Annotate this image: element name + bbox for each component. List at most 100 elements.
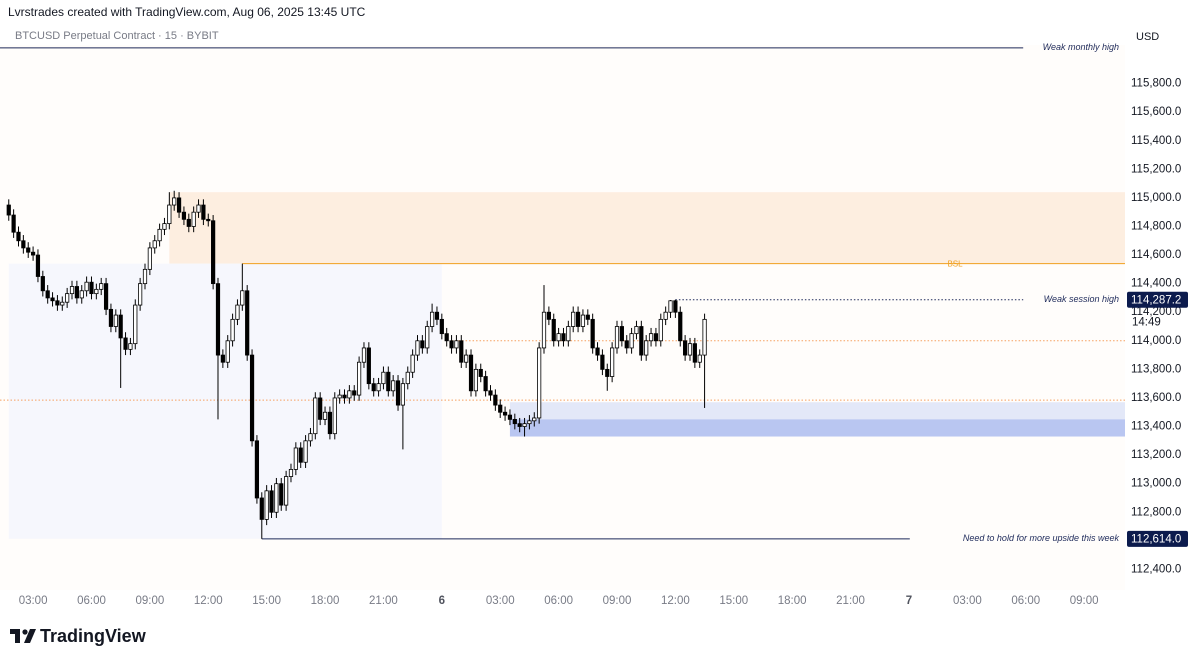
candle-body (269, 490, 274, 513)
candle-body (50, 297, 55, 302)
y-tick-label: 114,400.0 (1131, 278, 1181, 290)
plot: Weak monthly high BSL Weak session high Nee… (0, 42, 1200, 607)
level-label: BSL (947, 260, 963, 269)
y-tick-label: 115,200.0 (1131, 163, 1181, 175)
candle-body (619, 326, 624, 342)
candle-body (502, 411, 508, 416)
level-label: Need to hold for more upside this week (963, 533, 1120, 543)
candle-body (678, 311, 683, 342)
candle-body (274, 483, 279, 513)
candle-body (702, 318, 707, 356)
candle-body (84, 281, 89, 292)
candle-body (123, 337, 128, 350)
candle-body (157, 228, 162, 242)
candle-body (249, 354, 255, 442)
candle-body (11, 214, 16, 233)
y-tick-label: 112,800.0 (1131, 506, 1181, 518)
candle-body (40, 276, 45, 292)
candle-body (308, 433, 313, 442)
candle-body (254, 440, 260, 499)
candle-body (16, 231, 21, 242)
candle-body (488, 390, 493, 396)
candle-body (186, 218, 191, 227)
candle-body (206, 218, 211, 222)
candle-body (522, 423, 527, 427)
y-tick-label: 115,600.0 (1131, 106, 1181, 118)
candle-body (473, 368, 478, 392)
candle-body (532, 417, 537, 422)
candle-body (634, 326, 639, 335)
y-tick-label: 115,000.0 (1131, 192, 1181, 204)
candle-body (65, 293, 70, 303)
brand: TradingView (40, 626, 147, 646)
zone (169, 192, 1125, 264)
x-tick-label: 09:00 (1070, 595, 1099, 607)
candle-body (337, 394, 342, 399)
candle-body (167, 204, 172, 225)
candle-body (639, 326, 644, 356)
x-tick-label: 03:00 (19, 595, 48, 607)
candle-body (556, 333, 561, 342)
countdown: 14:49 (1132, 316, 1161, 328)
candle-body (264, 490, 269, 520)
x-tick-label: 06:00 (544, 595, 573, 607)
logo-mark (10, 629, 20, 643)
candle-body (673, 300, 678, 313)
candle-body (478, 368, 483, 377)
candle-body (600, 354, 605, 370)
candle-body (128, 343, 133, 350)
y-tick-label: 113,600.0 (1131, 392, 1181, 404)
candle-body (697, 354, 702, 363)
candle-body (512, 418, 517, 425)
candle-body (240, 290, 245, 306)
candle-body (376, 383, 381, 392)
candle-body (147, 247, 152, 270)
candle-body (26, 247, 31, 253)
candle-body (658, 318, 663, 342)
candle-body (468, 354, 474, 392)
candle-body (366, 347, 371, 385)
candle-body (235, 304, 240, 320)
x-tick-label: 6 (439, 595, 445, 607)
candle-body (89, 281, 94, 295)
candle-body (211, 220, 216, 285)
candle-body (113, 314, 118, 327)
y-tick-label: 115,400.0 (1131, 135, 1181, 147)
candle-body (561, 333, 566, 342)
candle-body (537, 347, 542, 419)
candle-body (420, 340, 425, 349)
candle-body (21, 240, 26, 249)
candle-body (683, 340, 688, 356)
candle-body (74, 286, 79, 299)
candle-body (629, 333, 634, 349)
y-tick-label: 114,600.0 (1131, 249, 1181, 261)
x-tick-label: 15:00 (719, 595, 748, 607)
candle-body (517, 423, 522, 427)
candle-body (429, 311, 435, 327)
candle-body (279, 483, 284, 506)
candle-body (293, 447, 298, 470)
candle-body (201, 204, 206, 220)
candle-body (580, 314, 586, 327)
candle-body (527, 420, 532, 425)
candle-body (400, 383, 406, 406)
candle-body (35, 254, 41, 277)
x-tick-label: 18:00 (311, 595, 340, 607)
candle-body (133, 304, 138, 345)
candle-body (644, 340, 649, 356)
level-label: Weak session high (1044, 294, 1119, 304)
y-tick-label: 114,200.0 (1131, 306, 1181, 318)
candle-body (230, 318, 235, 342)
candle-body (391, 380, 396, 392)
candle-body (595, 347, 600, 356)
x-tick-label: 18:00 (778, 595, 807, 607)
y-tick-label: 113,400.0 (1131, 421, 1181, 433)
candle-body (614, 326, 620, 349)
price-tag (1127, 291, 1188, 308)
candle-body (464, 354, 469, 363)
candle-body (541, 311, 547, 349)
x-tick-label: 03:00 (486, 595, 515, 607)
candle-body (142, 268, 148, 285)
candle-body (546, 311, 551, 320)
candle-body (318, 397, 323, 420)
